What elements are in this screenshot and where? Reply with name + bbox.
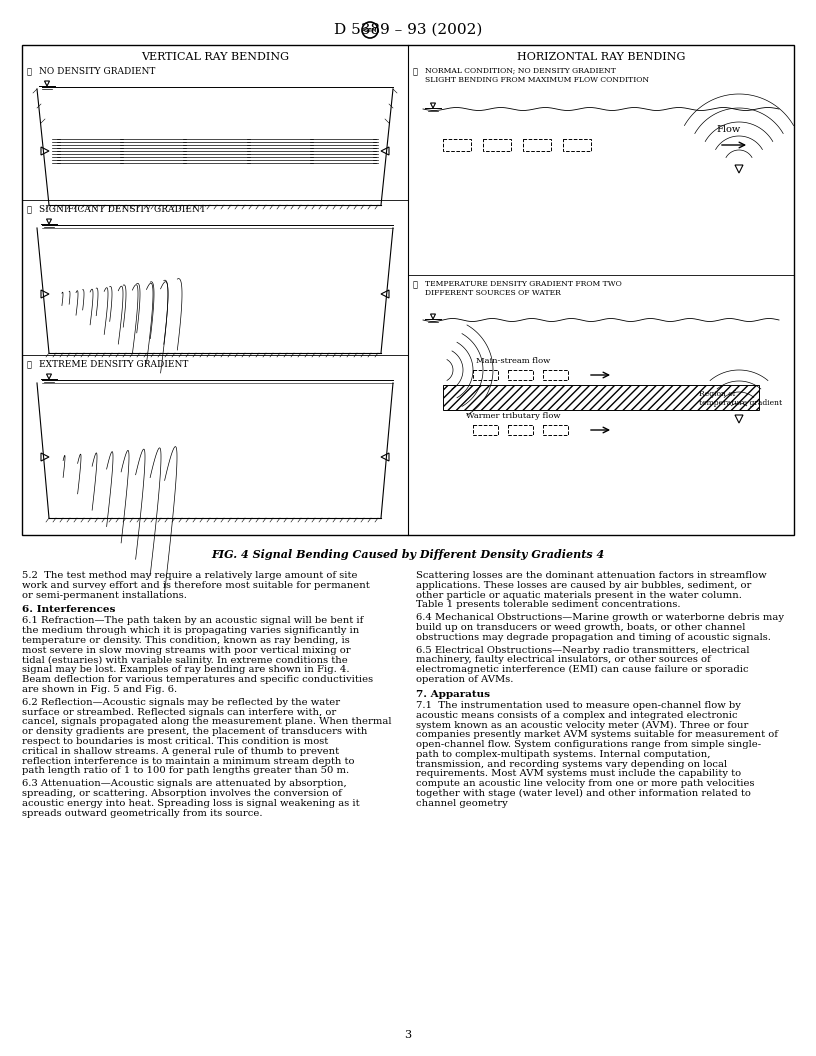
Text: acoustic energy into heat. Spreading loss is signal weakening as it: acoustic energy into heat. Spreading los… — [22, 798, 360, 808]
Text: NO DENSITY GRADIENT: NO DENSITY GRADIENT — [39, 67, 155, 76]
Bar — [473, 370, 498, 380]
Text: 7.1  The instrumentation used to measure open-channel flow by: 7.1 The instrumentation used to measure … — [416, 701, 741, 710]
Bar — [508, 425, 533, 435]
Text: obstructions may degrade propagation and timing of acoustic signals.: obstructions may degrade propagation and… — [416, 633, 771, 642]
Text: 3: 3 — [405, 1030, 411, 1040]
Text: Scattering losses are the dominant attenuation factors in streamflow: Scattering losses are the dominant atten… — [416, 571, 766, 580]
Text: NORMAL CONDITION; NO DENSITY GRADIENT
SLIGHT BENDING FROM MAXIMUM FLOW CONDITION: NORMAL CONDITION; NO DENSITY GRADIENT SL… — [425, 67, 649, 84]
Text: VERTICAL RAY BENDING: VERTICAL RAY BENDING — [141, 52, 289, 62]
Text: Ⓔ: Ⓔ — [413, 280, 418, 289]
Text: critical in shallow streams. A general rule of thumb to prevent: critical in shallow streams. A general r… — [22, 747, 339, 756]
Text: tidal (estuaries) with variable salinity. In extreme conditions the: tidal (estuaries) with variable salinity… — [22, 656, 348, 664]
Text: or semi-permanent installations.: or semi-permanent installations. — [22, 590, 187, 600]
Text: Beam deflection for various temperatures and specific conductivities: Beam deflection for various temperatures… — [22, 675, 373, 684]
Text: acoustic means consists of a complex and integrated electronic: acoustic means consists of a complex and… — [416, 711, 738, 719]
Text: cancel, signals propagated along the measurement plane. When thermal: cancel, signals propagated along the mea… — [22, 717, 392, 727]
Text: Ⓒ: Ⓒ — [27, 360, 32, 369]
Text: operation of AVMs.: operation of AVMs. — [416, 675, 513, 684]
Text: compute an acoustic line velocity from one or more path velocities: compute an acoustic line velocity from o… — [416, 779, 755, 788]
Text: 6.3 Attenuation—Acoustic signals are attenuated by absorption,: 6.3 Attenuation—Acoustic signals are att… — [22, 779, 347, 788]
Text: requirements. Most AVM systems must include the capability to: requirements. Most AVM systems must incl… — [416, 770, 741, 778]
Text: surface or streambed. Reflected signals can interfere with, or: surface or streambed. Reflected signals … — [22, 708, 336, 717]
Text: Ⓑ: Ⓑ — [27, 205, 32, 214]
Text: are shown in Fig. 5 and Fig. 6.: are shown in Fig. 5 and Fig. 6. — [22, 685, 177, 694]
Text: spreading, or scattering. Absorption involves the conversion of: spreading, or scattering. Absorption inv… — [22, 789, 342, 798]
Text: work and survey effort and is therefore most suitable for permanent: work and survey effort and is therefore … — [22, 581, 370, 590]
Text: Table 1 presents tolerable sediment concentrations.: Table 1 presents tolerable sediment conc… — [416, 601, 681, 609]
Text: reflection interference is to maintain a minimum stream depth to: reflection interference is to maintain a… — [22, 756, 354, 766]
Bar — [523, 139, 551, 151]
Text: the medium through which it is propagating varies significantly in: the medium through which it is propagati… — [22, 626, 359, 636]
Text: system known as an acoustic velocity meter (AVM). Three or four: system known as an acoustic velocity met… — [416, 720, 748, 730]
Bar — [543, 370, 568, 380]
Text: Region of
temperature gradient: Region of temperature gradient — [699, 390, 782, 408]
Text: TEMPERATURE DENSITY GRADIENT FROM TWO
DIFFERENT SOURCES OF WATER: TEMPERATURE DENSITY GRADIENT FROM TWO DI… — [425, 280, 622, 297]
Bar — [443, 385, 759, 410]
Text: together with stage (water level) and other information related to: together with stage (water level) and ot… — [416, 789, 751, 798]
Text: companies presently market AVM systems suitable for measurement of: companies presently market AVM systems s… — [416, 730, 778, 739]
Text: 7. Apparatus: 7. Apparatus — [416, 690, 490, 699]
Text: 6. Interferences: 6. Interferences — [22, 605, 115, 615]
Text: electromagnetic interference (EMI) can cause failure or sporadic: electromagnetic interference (EMI) can c… — [416, 665, 748, 675]
Text: other particle or aquatic materials present in the water column.: other particle or aquatic materials pres… — [416, 590, 742, 600]
Text: path to complex-multipath systems. Internal computation,: path to complex-multipath systems. Inter… — [416, 750, 711, 759]
Text: 5.2  The test method may require a relatively large amount of site: 5.2 The test method may require a relati… — [22, 571, 357, 580]
Text: 6.1 Refraction—The path taken by an acoustic signal will be bent if: 6.1 Refraction—The path taken by an acou… — [22, 617, 363, 625]
Text: EXTREME DENSITY GRADIENT: EXTREME DENSITY GRADIENT — [39, 360, 188, 369]
Bar — [443, 139, 471, 151]
Bar — [543, 425, 568, 435]
Text: Ⓐ: Ⓐ — [27, 67, 32, 76]
Text: Warmer tributary flow: Warmer tributary flow — [466, 412, 561, 420]
Text: signal may be lost. Examples of ray bending are shown in Fig. 4.: signal may be lost. Examples of ray bend… — [22, 665, 349, 675]
Text: Ⓓ: Ⓓ — [413, 67, 418, 76]
Bar — [508, 370, 533, 380]
Text: HORIZONTAL RAY BENDING: HORIZONTAL RAY BENDING — [517, 52, 685, 62]
Text: applications. These losses are caused by air bubbles, sediment, or: applications. These losses are caused by… — [416, 581, 752, 590]
Text: D 5389 – 93 (2002): D 5389 – 93 (2002) — [334, 23, 482, 37]
Text: transmission, and recording systems vary depending on local: transmission, and recording systems vary… — [416, 759, 727, 769]
Text: 6.4 Mechanical Obstructions—Marine growth or waterborne debris may: 6.4 Mechanical Obstructions—Marine growt… — [416, 614, 784, 622]
Text: channel geometry: channel geometry — [416, 798, 508, 808]
Bar — [22, 45, 794, 535]
Text: respect to boundaries is most critical. This condition is most: respect to boundaries is most critical. … — [22, 737, 328, 746]
Bar — [483, 139, 511, 151]
Text: path length ratio of 1 to 100 for path lengths greater than 50 m.: path length ratio of 1 to 100 for path l… — [22, 767, 349, 775]
Text: 6.2 Reflection—Acoustic signals may be reflected by the water: 6.2 Reflection—Acoustic signals may be r… — [22, 698, 340, 706]
Text: 6.5 Electrical Obstructions—Nearby radio transmitters, electrical: 6.5 Electrical Obstructions—Nearby radio… — [416, 645, 750, 655]
Text: FIG. 4 Signal Bending Caused by Different Density Gradients 4: FIG. 4 Signal Bending Caused by Differen… — [211, 549, 605, 560]
Bar — [563, 139, 591, 151]
Text: machinery, faulty electrical insulators, or other sources of: machinery, faulty electrical insulators,… — [416, 656, 711, 664]
Text: SIGNIFICANT DENSITY GRADIENT: SIGNIFICANT DENSITY GRADIENT — [39, 205, 206, 214]
Text: Flow: Flow — [717, 125, 741, 134]
Text: or density gradients are present, the placement of transducers with: or density gradients are present, the pl… — [22, 728, 367, 736]
Text: Main-stream flow: Main-stream flow — [476, 357, 550, 365]
Text: most severe in slow moving streams with poor vertical mixing or: most severe in slow moving streams with … — [22, 646, 351, 655]
Bar — [473, 425, 498, 435]
Text: build up on transducers or weed growth, boats, or other channel: build up on transducers or weed growth, … — [416, 623, 745, 631]
Text: open-channel flow. System configurations range from simple single-: open-channel flow. System configurations… — [416, 740, 761, 749]
Text: spreads outward geometrically from its source.: spreads outward geometrically from its s… — [22, 809, 263, 817]
Text: temperature or density. This condition, known as ray bending, is: temperature or density. This condition, … — [22, 636, 350, 645]
Text: ASTM: ASTM — [362, 27, 378, 33]
